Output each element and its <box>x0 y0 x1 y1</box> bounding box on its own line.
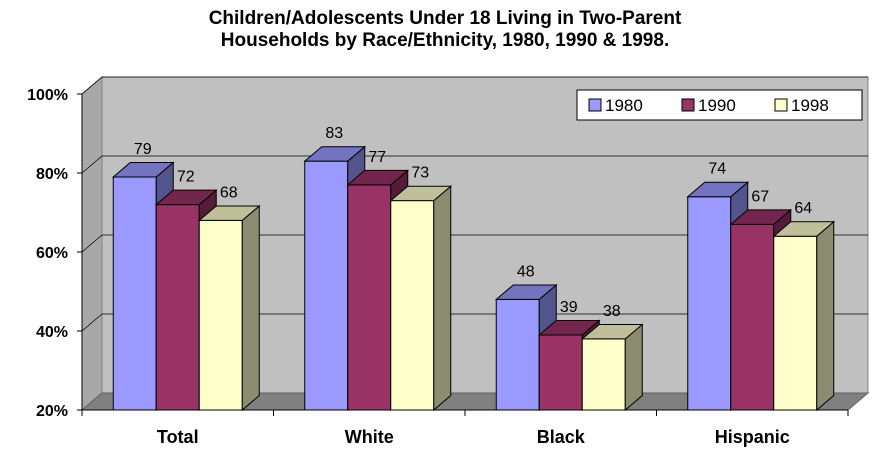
bar-front <box>581 338 626 411</box>
bar-top <box>389 185 453 202</box>
data-label: 64 <box>794 200 812 217</box>
chart-title-line-1: Children/Adolescents Under 18 Living in … <box>208 8 682 29</box>
bar-front <box>687 196 732 411</box>
data-label: 74 <box>708 161 726 178</box>
gridline-side <box>81 234 103 253</box>
bar-top <box>772 221 836 237</box>
legend-box <box>576 89 863 121</box>
data-label: 48 <box>517 263 535 280</box>
legend-label: 1980 <box>605 96 643 115</box>
data-label: 67 <box>751 188 769 205</box>
legend-swatch <box>588 98 602 112</box>
data-label: 72 <box>177 169 195 186</box>
data-label: 38 <box>603 303 621 320</box>
bar-top <box>346 169 410 186</box>
data-label: 73 <box>411 165 429 182</box>
y-tick-label: 40% <box>36 324 68 341</box>
bar-top <box>580 323 644 340</box>
legend-swatch <box>774 98 788 112</box>
legend-swatch <box>681 98 695 112</box>
data-label: 39 <box>560 299 578 316</box>
bar-side <box>433 185 452 412</box>
gridline-side <box>81 76 103 95</box>
bar-top <box>197 205 261 221</box>
bar-front <box>730 223 775 411</box>
gridline-side <box>81 313 103 332</box>
bar-front <box>304 160 349 411</box>
y-tick-label: 20% <box>36 403 68 420</box>
legend: 1980 1990 1998 <box>576 89 863 121</box>
bar-top <box>686 181 750 198</box>
bar-front <box>198 219 243 411</box>
x-category-label: Hispanic <box>715 427 790 447</box>
bar-front <box>495 298 540 411</box>
bar-top <box>494 284 558 300</box>
bar-top <box>537 320 601 336</box>
bar-front <box>155 204 200 411</box>
gridline-side <box>81 155 103 174</box>
bar-1998-total <box>197 204 261 412</box>
data-label: 79 <box>134 141 152 158</box>
x-category-label: White <box>345 427 394 447</box>
legend-label: 1990 <box>698 96 736 115</box>
bar-1998-hispanic <box>772 220 836 412</box>
data-label: 68 <box>220 184 238 201</box>
bar-front <box>112 176 157 411</box>
bar-1998-white <box>389 185 453 412</box>
bar-top <box>729 209 793 225</box>
bar-1998-black <box>580 323 644 412</box>
data-label: 83 <box>325 125 343 142</box>
bar-front <box>390 200 435 411</box>
y-tick-label: 60% <box>36 245 68 262</box>
chart-title-line-2: Households by Race/Ethnicity, 1980, 1990… <box>220 30 670 51</box>
bar-top <box>154 189 218 206</box>
y-tick-label: 100% <box>27 87 68 104</box>
y-tick-label: 80% <box>36 166 68 183</box>
bar-front <box>347 184 392 411</box>
x-category-label: Total <box>157 427 199 447</box>
bar-front <box>773 235 818 411</box>
bar-front <box>538 334 583 411</box>
bar-side <box>241 204 260 412</box>
bar-top <box>303 146 367 162</box>
data-label: 77 <box>368 149 386 166</box>
bar-side <box>816 220 835 412</box>
x-category-label: Black <box>537 427 586 447</box>
legend-label: 1998 <box>791 96 829 115</box>
bar-top <box>111 162 175 178</box>
